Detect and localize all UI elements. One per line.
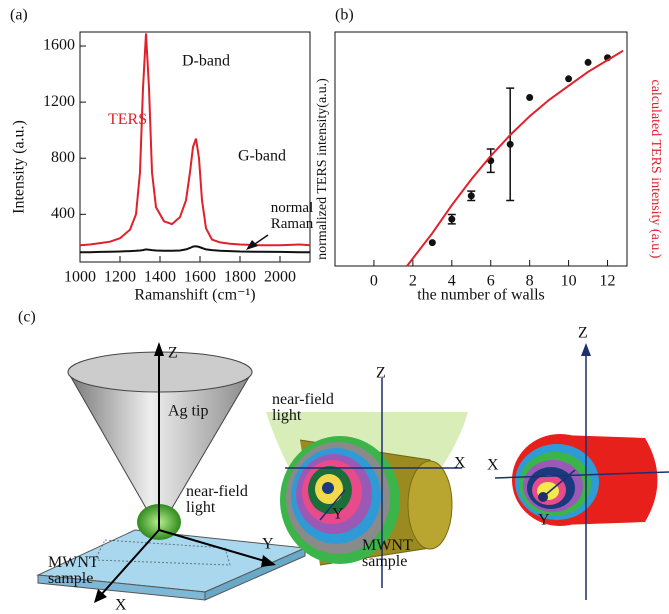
axis-name: Z — [168, 345, 178, 362]
x-axis — [99, 529, 160, 597]
sample-label: MWNT sample — [48, 554, 99, 587]
y2-axis-label: calculated TERS intensity (a.u.) — [648, 80, 663, 259]
x-tick-label: 1400 — [144, 269, 176, 286]
y-tick-label: 800 — [51, 149, 75, 166]
near-field-label: near-field light — [186, 483, 248, 516]
x-tick-label: 1800 — [224, 269, 256, 286]
x-tick-label: 10 — [561, 273, 577, 290]
plot-frame — [334, 31, 628, 267]
data-point — [428, 239, 436, 247]
y-axis-label: Intensity (a.u.) — [11, 120, 28, 214]
data-line — [406, 49, 624, 267]
arrow — [94, 589, 107, 603]
data-line — [80, 245, 310, 254]
tip-label: Ag tip — [168, 403, 208, 420]
x-axis — [494, 471, 669, 479]
origin — [538, 492, 548, 502]
sample-label: MWNT sample — [362, 537, 413, 570]
data-point — [506, 140, 514, 148]
pointer-head — [246, 240, 258, 250]
y-tick-label: 1600 — [43, 37, 75, 54]
x-tick-label: 6 — [487, 273, 495, 290]
x-tick-label: 1600 — [184, 269, 216, 286]
y-tick-label: 400 — [51, 205, 75, 222]
series-label: normal Raman — [270, 200, 314, 232]
x-tick-label: 1000 — [64, 269, 96, 286]
x-axis-label: the number of walls — [417, 287, 545, 304]
data-point — [584, 58, 592, 66]
x-tick-label: 12 — [600, 273, 616, 290]
y-axis-label: normalized TERS intensity(a.u.) — [315, 78, 330, 260]
data-point — [526, 94, 534, 102]
tip-illustration — [36, 342, 307, 603]
axis-name: Y — [332, 506, 344, 523]
y-axis — [542, 469, 576, 498]
arrow — [581, 343, 591, 356]
near-field-label: near-field light — [272, 391, 334, 424]
plot-frame — [79, 31, 311, 263]
y-tick-label: 1200 — [43, 93, 75, 110]
axis-name: Y — [538, 512, 550, 529]
axis-name: Z — [578, 325, 588, 342]
data-line — [79, 33, 311, 247]
data-point — [467, 192, 475, 200]
arrow — [261, 555, 276, 567]
x-tick-label: 8 — [526, 273, 534, 290]
panel-label: (c) — [18, 309, 36, 326]
mwnt-simulation — [266, 378, 468, 588]
axis-name: X — [487, 457, 499, 474]
mwnt-simulation-2 — [494, 343, 669, 600]
axis-name: Z — [376, 365, 386, 382]
panel-label: (b) — [335, 7, 354, 24]
axis-name: X — [115, 597, 127, 614]
data-point — [565, 75, 573, 83]
tube-end — [407, 460, 453, 550]
annotation: D-band — [182, 53, 230, 70]
axis-name: Y — [262, 536, 274, 553]
y-axis — [319, 489, 346, 521]
x-tick-label: 1200 — [104, 269, 136, 286]
y-axis — [158, 529, 269, 563]
x-tick-label: 2000 — [264, 269, 296, 286]
nanotube-mesh — [94, 539, 231, 566]
annotation: G-band — [238, 148, 286, 165]
axis-name: X — [454, 455, 466, 472]
x-axis-label: Ramanshift (cm⁻¹) — [134, 287, 255, 304]
x-tick-label: 0 — [370, 273, 378, 290]
panel-label: (a) — [10, 7, 28, 24]
x-tick-label: 4 — [448, 273, 456, 290]
data-point — [448, 215, 456, 223]
series-label: TERS — [108, 111, 148, 128]
x-tick-label: 2 — [409, 273, 417, 290]
arrow — [154, 342, 164, 356]
